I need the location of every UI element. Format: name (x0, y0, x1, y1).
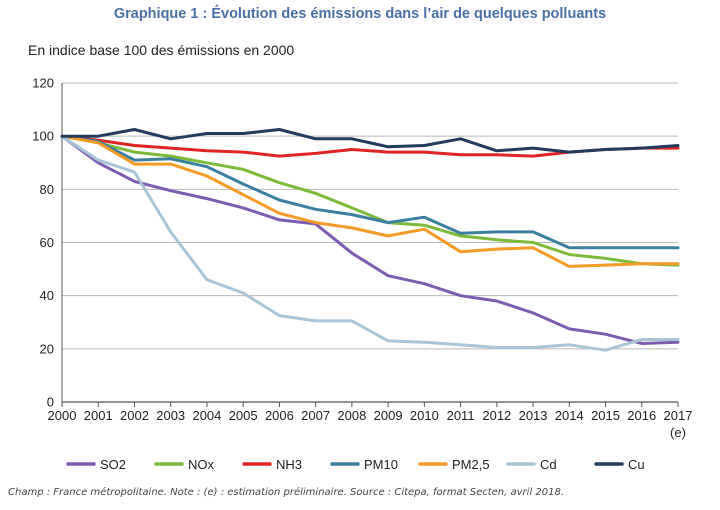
legend-label: Cd (540, 457, 557, 472)
legend-label: PM2,5 (452, 457, 490, 472)
series-line-nox (60, 134, 680, 267)
x-tick-label: 2011 (447, 408, 475, 423)
source-footnote: Champ : France métropolitaine. Note : (e… (8, 487, 565, 498)
x-tick-label: 2000 (48, 408, 77, 423)
legend-label: PM10 (364, 457, 398, 472)
x-tick-label: 2013 (519, 408, 548, 423)
y-tick-label: 120 (32, 76, 54, 91)
axes: 0 20 40 60 80 100 120 2000 2001 2002 2003 2004 2005 2… (32, 76, 692, 441)
x-tick-label: 2003 (156, 408, 185, 423)
series-line-cd (60, 134, 680, 352)
series-line-pm10 (60, 134, 680, 250)
y-tick-label: 20 (40, 341, 54, 356)
chart-title: Graphique 1 : Évolution des émissions da… (113, 6, 607, 22)
x-tick-label: 2016 (627, 408, 656, 423)
legend-label: SO2 (100, 457, 126, 472)
grid (62, 82, 678, 403)
y-tick-label: 100 (32, 129, 54, 144)
x-tick-label: 2007 (301, 408, 330, 423)
x-tick-label: 2012 (482, 408, 511, 423)
legend: SO2 NOx NH3 PM10 PM2,5 Cd Cu (66, 457, 645, 472)
x-tick-label: 2009 (374, 408, 403, 423)
legend-label: NH3 (276, 457, 302, 472)
x-estimate-note: (e) (670, 425, 686, 440)
x-tick-label: 2005 (229, 408, 258, 423)
y-tick-label: 40 (40, 288, 54, 303)
y-tick-label: 80 (40, 182, 54, 197)
series-line-cu (60, 128, 680, 154)
x-tick-label: 2006 (265, 408, 294, 423)
legend-label: Cu (628, 457, 645, 472)
x-tick-label: 2015 (591, 408, 620, 423)
legend-label: NOx (188, 457, 215, 472)
x-tick-label: 2014 (555, 408, 584, 423)
series-line-pm25 (60, 134, 680, 268)
x-tick-label: 2004 (192, 408, 221, 423)
series-lines (60, 128, 680, 352)
y-tick-label: 60 (40, 235, 54, 250)
y-tick-label: 0 (47, 395, 54, 410)
x-tick-label: 2008 (337, 408, 366, 423)
x-tick-label: 2017 (664, 408, 693, 423)
x-tick-label: 2010 (410, 408, 439, 423)
series-line-so2 (60, 134, 680, 345)
x-tick-label: 2001 (84, 408, 113, 423)
chart-subtitle: En indice base 100 des émissions en 2000 (28, 42, 295, 58)
x-tick-label: 2002 (120, 408, 149, 423)
